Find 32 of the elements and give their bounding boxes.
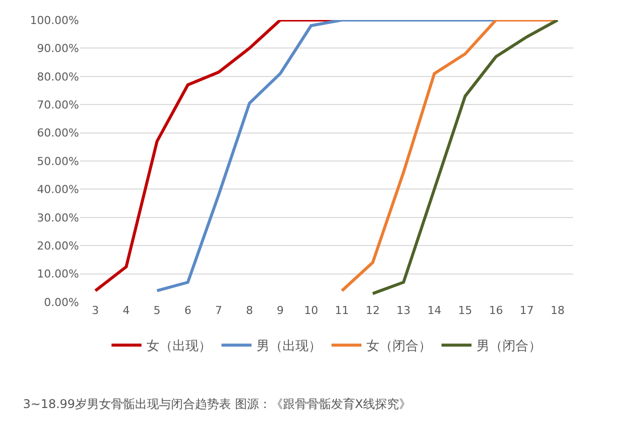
text: 3~18.99岁男女骨骺出现与闭合趋势表 图源：《跟骨骨骺发育X线探究》 — [23, 397, 412, 411]
y-tick-label: 80.00% — [37, 70, 79, 84]
legend-label: 男（出现） — [256, 339, 322, 354]
x-tick-label: 16 — [488, 304, 503, 317]
legend-label: 女（出现） — [146, 339, 212, 354]
x-tick-label: 9 — [276, 304, 284, 317]
x-tick-label: 5 — [154, 304, 161, 317]
x-tick-label: 7 — [215, 304, 222, 317]
x-tick-label: 11 — [334, 304, 349, 317]
y-tick-label: 100.00% — [30, 14, 79, 27]
y-tick-label: 50.00% — [37, 154, 79, 168]
y-tick-label: 30.00% — [37, 211, 79, 224]
y-tick-label: 20.00% — [37, 239, 79, 252]
x-tick-label: 4 — [122, 304, 130, 317]
y-tick-label: 0.00% — [44, 296, 79, 309]
x-tick-label: 6 — [184, 304, 192, 317]
x-tick-label: 13 — [396, 304, 411, 317]
x-tick-label: 12 — [366, 304, 380, 317]
legend-label: 男（闭合） — [476, 339, 542, 354]
x-tick-label: 18 — [550, 304, 565, 317]
x-tick-label: 8 — [246, 304, 253, 317]
y-tick-label: 40.00% — [37, 183, 79, 196]
y-tick-label: 60.00% — [37, 126, 79, 140]
y-tick-label: 70.00% — [37, 98, 79, 112]
legend-label: 女（闭合） — [366, 339, 432, 354]
x-tick-label: 10 — [304, 304, 318, 317]
y-tick-label: 90.00% — [37, 42, 79, 56]
x-tick-label: 17 — [520, 304, 534, 317]
x-tick-label: 14 — [427, 304, 442, 317]
x-tick-label: 3 — [92, 304, 99, 317]
y-tick-label: 10.00% — [37, 268, 79, 281]
x-tick-label: 15 — [458, 304, 472, 317]
